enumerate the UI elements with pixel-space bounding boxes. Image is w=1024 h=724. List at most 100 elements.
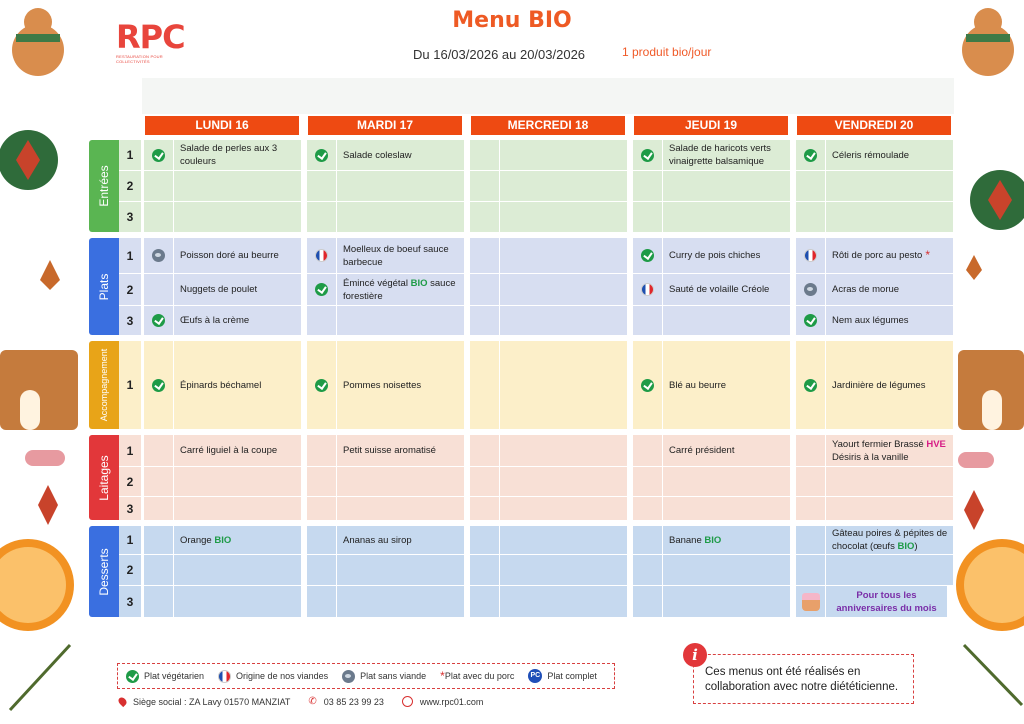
legend-item: Origine de nos viandes (218, 669, 329, 683)
day-header-3: JEUDI 19 (634, 116, 788, 135)
row-number: 1 (119, 526, 141, 554)
menu-item-fragment: Carré liguiel à la coupe (180, 445, 278, 456)
menu-item-text: Rôti de porc au pesto * (832, 249, 930, 262)
menu-period: Du 16/03/2026 au 20/03/2026 (413, 47, 586, 62)
complete-dish-icon: PC (528, 669, 543, 683)
bio-label: BIO (214, 534, 232, 546)
cell-icon-slot (633, 467, 662, 496)
no-meat-icon (342, 669, 356, 683)
menu-item: Carré liguiel à la coupe (174, 435, 301, 466)
menu-item-text: Œufs à la crème (180, 314, 249, 327)
menu-item: Nem aux légumes (826, 306, 953, 335)
cell-icon-slot (307, 306, 336, 335)
menu-item-text: Carré président (669, 444, 734, 457)
info-box: i Ces menus ont été réalisés en collabor… (683, 643, 914, 704)
menu-item (174, 467, 301, 496)
french-flag-icon (315, 249, 328, 262)
phone: ✆ 03 85 23 99 23 (308, 696, 383, 707)
menu-item (337, 202, 464, 232)
menu-item (663, 497, 790, 520)
no-meat-icon (152, 249, 165, 262)
vegetarian-icon (641, 148, 654, 162)
menu-row: 3 (119, 202, 953, 232)
menu-item (500, 435, 627, 466)
menu-item: Salade de perles aux 3 couleurs (174, 140, 301, 170)
cell-icon-slot (633, 140, 662, 170)
hve-label: HVE (926, 438, 946, 450)
cell-icon-slot (307, 435, 336, 466)
day-header-0: LUNDI 16 (145, 116, 299, 135)
menu-item (663, 586, 790, 617)
contact-bar: Siège social : ZA Lavy 01570 MANZIAT ✆ 03… (116, 695, 501, 708)
cell-icon-slot (633, 435, 662, 466)
cell-icon-slot (144, 435, 173, 466)
menu-item-fragment: sauce forestière (343, 277, 456, 302)
menu-item (500, 140, 627, 170)
cell-icon-slot (633, 238, 662, 273)
day-header-1: MARDI 17 (308, 116, 462, 135)
menu-item-fragment: Nem aux légumes (832, 315, 909, 326)
legend-label: Plat avec du porc (444, 671, 515, 681)
menu-item-fragment: Orange (180, 534, 215, 546)
vegetarian-icon (641, 378, 654, 392)
cell-icon-slot (796, 555, 825, 585)
menu-item: Nuggets de poulet (174, 274, 301, 305)
website[interactable]: www.rpc01.com (401, 696, 484, 707)
cell-icon-slot (307, 202, 336, 232)
vegetarian-icon (804, 148, 817, 162)
menu-item: Rôti de porc au pesto * (826, 238, 953, 273)
pork-icon: * (440, 669, 445, 683)
legend-item: PC Plat complet (528, 669, 597, 683)
section-label: Entrées (89, 140, 119, 232)
cell-icon-slot (307, 526, 336, 554)
phone-icon: ✆ (308, 696, 317, 707)
christmas-decoration-right (956, 8, 1024, 707)
menu-item-text: Acras de morue (832, 283, 899, 296)
menu-item: Œufs à la crème (174, 306, 301, 335)
row-number: 3 (119, 306, 141, 335)
menu-item-fragment: Salade coleslaw (343, 149, 412, 161)
cell-icon-slot (633, 586, 662, 617)
legend-label: Plat végétarien (144, 671, 205, 681)
vegetarian-icon (315, 378, 328, 392)
website-text[interactable]: www.rpc01.com (419, 696, 484, 707)
menu-item: Ananas au sirop (337, 526, 464, 554)
cell-icon-slot (796, 274, 825, 305)
cell-icon-slot (633, 555, 662, 585)
legend-label: Origine de nos viandes (236, 671, 329, 681)
menu-item: Poisson doré au beurre (174, 238, 301, 273)
page-title: Menu BIO (452, 8, 572, 33)
cell-icon-slot (633, 306, 662, 335)
menu-item: Petit suisse aromatisé (337, 435, 464, 466)
cell-icon-slot (470, 171, 499, 201)
menu-item-fragment: Rôti de porc au pesto (832, 250, 923, 261)
row-number: 1 (119, 140, 141, 170)
cell-icon-slot (144, 202, 173, 232)
section-label: Laitages (89, 435, 119, 520)
birthday-note: Pour tous les anniversaires du mois (836, 589, 937, 614)
menu-item: Yaourt fermier Brassé HVE Désiris à la v… (826, 435, 953, 466)
menu-item-text: Orange BIO (180, 534, 231, 547)
menu-row: 1 Épinards béchamel Pommes noisettes Blé au… (119, 341, 953, 429)
menu-item-text: Gâteau poires & pépites de chocolat (œuf… (832, 527, 953, 553)
menu-item: Blé au beurre (663, 341, 790, 429)
menu-row: 2 (119, 555, 953, 585)
day-header-4: VENDREDI 20 (797, 116, 951, 135)
menu-item-text: Nuggets de poulet (180, 283, 257, 296)
rpc-logo: RPC RESTAURATION POUR COLLECTIVITÉS (116, 20, 196, 64)
menu-item: Orange BIO (174, 526, 301, 554)
legend-item: Plat végétarien (126, 669, 205, 683)
vegetarian-icon (804, 378, 817, 392)
globe-icon (401, 696, 413, 707)
menu-item-text: Poisson doré au beurre (180, 249, 279, 262)
menu-row: 1 Poisson doré au beurre Moelleux de boeuf… (119, 238, 953, 273)
cell-icon-slot (470, 202, 499, 232)
vegetarian-icon (152, 378, 165, 392)
cell-icon-slot (470, 435, 499, 466)
menu-item-text: Salade de perles aux 3 couleurs (180, 142, 301, 168)
menu-item-fragment: Épinards béchamel (180, 379, 262, 391)
menu-item: Pommes noisettes (337, 341, 464, 429)
menu-item-fragment: Blé au beurre (669, 379, 727, 391)
vegetarian-icon (126, 669, 139, 683)
menu-item-text: Salade coleslaw (343, 149, 412, 162)
